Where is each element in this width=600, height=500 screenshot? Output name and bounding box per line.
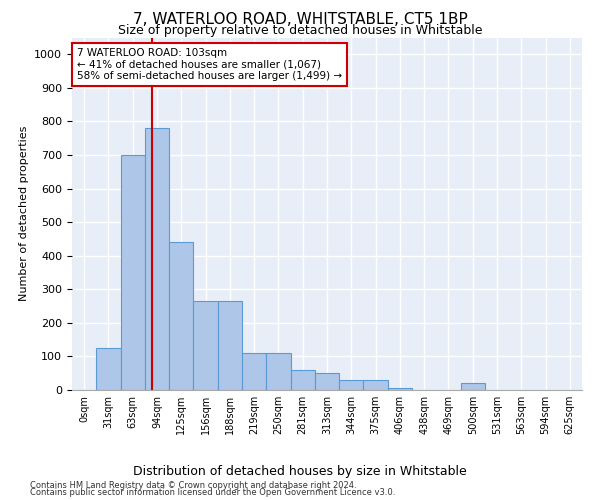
Text: Distribution of detached houses by size in Whitstable: Distribution of detached houses by size …	[133, 465, 467, 478]
Text: Contains HM Land Registry data © Crown copyright and database right 2024.: Contains HM Land Registry data © Crown c…	[30, 480, 356, 490]
Bar	[121, 155, 145, 390]
Bar	[218, 301, 242, 390]
Bar	[315, 373, 339, 390]
Bar	[193, 301, 218, 390]
Bar	[388, 388, 412, 390]
Text: 7, WATERLOO ROAD, WHITSTABLE, CT5 1BP: 7, WATERLOO ROAD, WHITSTABLE, CT5 1BP	[133, 12, 467, 28]
Text: Contains public sector information licensed under the Open Government Licence v3: Contains public sector information licen…	[30, 488, 395, 497]
Bar	[266, 353, 290, 390]
Bar	[96, 348, 121, 390]
Bar	[242, 353, 266, 390]
Bar	[461, 384, 485, 390]
Text: 7 WATERLOO ROAD: 103sqm
← 41% of detached houses are smaller (1,067)
58% of semi: 7 WATERLOO ROAD: 103sqm ← 41% of detache…	[77, 48, 342, 82]
Bar	[364, 380, 388, 390]
Text: Size of property relative to detached houses in Whitstable: Size of property relative to detached ho…	[118, 24, 482, 37]
Y-axis label: Number of detached properties: Number of detached properties	[19, 126, 29, 302]
Bar	[290, 370, 315, 390]
Bar	[169, 242, 193, 390]
Bar	[339, 380, 364, 390]
Bar	[145, 128, 169, 390]
